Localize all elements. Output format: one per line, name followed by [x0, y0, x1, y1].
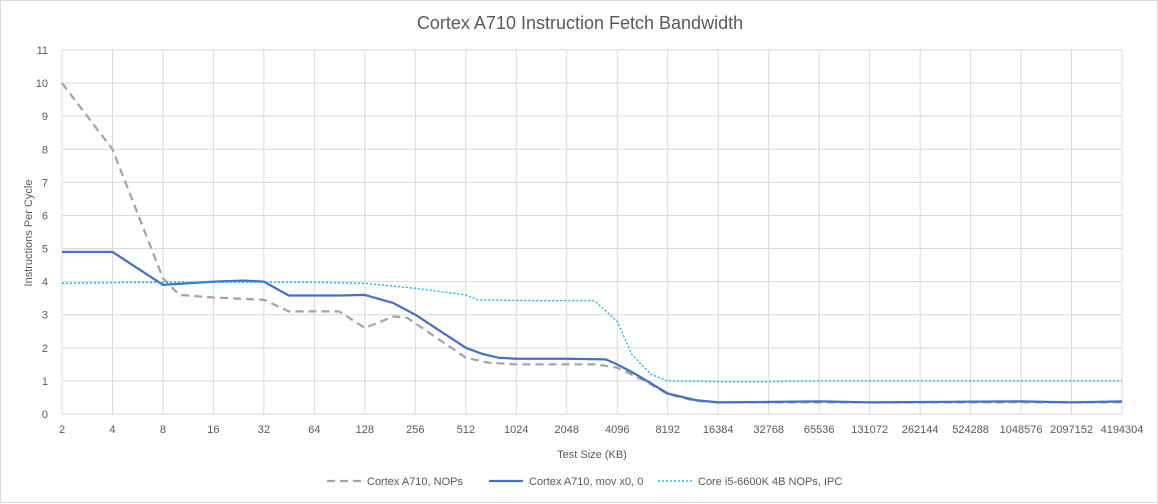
- legend-label-3: Core i5-6600K 4B NOPs, IPC: [698, 476, 842, 488]
- x-tick-label: 16: [207, 424, 219, 436]
- x-tick-label: 32: [258, 424, 270, 436]
- y-tick-label: 1: [42, 376, 48, 388]
- x-axis-ticks: 2 4 8 16 32 64 128 256 512 1024 2048 4096 8192 16384 3…: [59, 424, 1143, 436]
- series-line-2: [62, 250, 1123, 404]
- x-tick-label: 2097152: [1050, 424, 1093, 436]
- x-tick-label: 65536: [804, 424, 835, 436]
- x-axis-label: Test Size (KB): [557, 449, 627, 461]
- x-tick-label: 4096: [605, 424, 629, 436]
- series-line-3: [61, 281, 1122, 383]
- y-tick-label: 0: [42, 409, 48, 421]
- x-tick-label: 131072: [851, 424, 888, 436]
- y-tick-label: 6: [42, 210, 48, 222]
- x-tick-label: 2: [59, 424, 65, 436]
- legend: Cortex A710, NOPs Cortex A710, mov x0, 0 C…: [327, 476, 842, 488]
- x-tick-label: 262144: [902, 424, 939, 436]
- legend-label-2: Cortex A710, mov x0, 0: [529, 476, 643, 488]
- x-tick-label: 524288: [952, 424, 989, 436]
- series-line-1: [61, 82, 1122, 404]
- x-tick-label: 8192: [655, 424, 679, 436]
- x-tick-label: 4194304: [1101, 424, 1144, 436]
- y-tick-label: 11: [37, 45, 48, 57]
- y-tick-label: 9: [42, 111, 48, 123]
- x-tick-label: 1024: [504, 424, 528, 436]
- x-tick-label: 32768: [753, 424, 784, 436]
- y-tick-label: 8: [42, 144, 48, 156]
- x-tick-label: 8: [160, 424, 166, 436]
- chart-title: Cortex A710 Instruction Fetch Bandwidth: [417, 13, 743, 33]
- y-tick-label: 7: [42, 177, 48, 189]
- y-tick-label: 3: [42, 310, 48, 322]
- y-tick-label: 2: [42, 343, 48, 355]
- x-tick-label: 1048576: [1000, 424, 1043, 436]
- y-axis-label: Instructions Per Cycle: [23, 180, 35, 287]
- y-tick-label: 5: [42, 244, 48, 256]
- y-tick-label: 10: [36, 78, 48, 90]
- x-tick-label: 64: [308, 424, 320, 436]
- x-tick-label: 16384: [703, 424, 734, 436]
- legend-label-1: Cortex A710, NOPs: [367, 476, 463, 488]
- gridlines: [61, 49, 1123, 415]
- x-tick-label: 128: [356, 424, 374, 436]
- series-lines: [61, 82, 1123, 404]
- y-tick-label: 4: [42, 277, 48, 289]
- y-axis-ticks: 0 1 2 3 4 5 6 7 8 9 10 11: [36, 45, 48, 421]
- x-tick-label: 2048: [555, 424, 579, 436]
- x-tick-label: 512: [457, 424, 475, 436]
- x-tick-label: 256: [406, 424, 424, 436]
- x-tick-label: 4: [109, 424, 115, 436]
